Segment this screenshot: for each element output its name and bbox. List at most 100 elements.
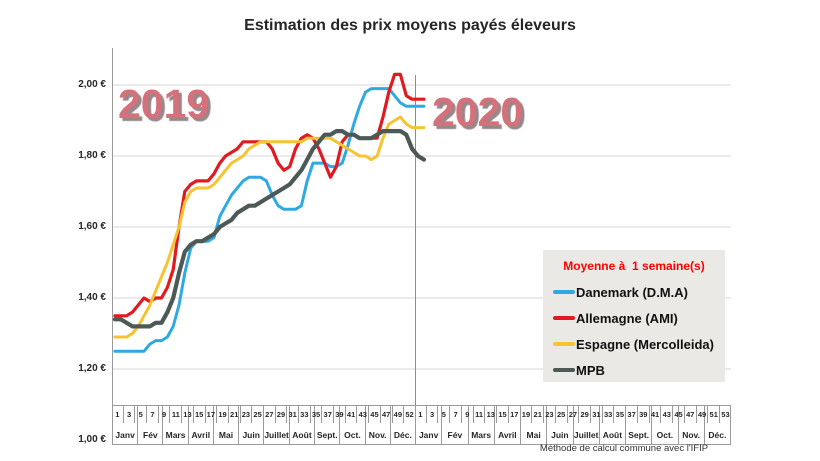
week-label: 31 [286,405,298,423]
week-label: 33 [298,405,310,423]
legend-items: Danemark (D.M.A) Allemagne (AMI) Espagne (… [543,284,725,378]
week-label: 39 [333,405,345,423]
legend-label: Danemark (D.M.A) [576,284,688,300]
week-label: 1 [418,409,423,419]
y-tick-label: 1,80 € [78,150,106,161]
week-label: 19 [216,405,228,423]
month-label: Mars [467,406,494,444]
month-label: Mai [212,406,238,444]
week-label: 3 [122,405,135,423]
legend-item: Danemark (D.M.A) [553,284,725,300]
week-label: 9 [157,405,170,423]
week-label: 37 [321,405,333,423]
month-label: Déc. [703,406,730,444]
month-label: Déc. [389,406,415,444]
y-tick-label: 2,00 € [78,79,106,90]
y-tick-label: 1,00 € [78,434,106,445]
year-label-2020: 2020 [432,89,524,135]
legend-title: Moyenne à 1 semaine(s) [563,259,705,273]
week-label: 49 [391,405,404,423]
week-label: 41 [648,405,661,423]
week-label: 3 [425,405,438,423]
week-label: 23 [543,405,555,423]
year-label-2019: 2019 [118,81,210,127]
week-label: 51 [707,405,719,423]
month-label: Mars [162,406,187,444]
legend-item: MPB [553,362,725,378]
x-axis-weeks-2019: 1 3 5 7 9 11 13 15 17 19 21 23 25 27 29 31 33 35 37 39 41 43 4… [112,405,415,423]
week-label: 19 [519,405,532,423]
week-label: 29 [274,405,287,423]
legend-swatch-icon [553,290,575,294]
y-tick-label: 1,60 € [78,221,106,232]
month-label: Oct. [651,406,677,444]
x-axis-weeks-2020: 1 3 5 7 9 11 13 15 17 19 21 23 25 27 29 31 33 35 37 39 41 43 4… [415,405,731,423]
legend: Moyenne à 1 semaine(s) Danemark (D.M.A) A… [543,250,725,382]
week-label: 5 [134,405,146,423]
week-label: 43 [660,405,672,423]
week-label: 17 [204,405,217,423]
week-label: 25 [251,405,263,423]
legend-label: Espagne (Mercolleida) [576,336,714,352]
week-label: 17 [507,405,520,423]
x-axis-months-2020: Janv Fév Mars Avril Mai Juin Juillet Août Sept. O… [415,405,731,445]
week-label: 35 [613,405,625,423]
week-label: 13 [181,405,193,423]
week-label: 31 [590,405,602,423]
series-line-danemark-d-m-a- [113,87,426,353]
month-label: Oct. [339,406,364,444]
month-label: Juin [238,406,263,444]
week-label: 35 [309,405,322,423]
week-label: 47 [683,405,696,423]
week-label: 7 [449,405,461,423]
month-label: Fév [137,406,162,444]
month-label: Fév [441,406,467,444]
week-label: 33 [601,405,614,423]
month-label: Nov. [364,406,390,444]
series-line-mpb [112,129,426,329]
month-label: Janv [418,430,439,440]
week-label: 11 [472,405,485,423]
month-label: Nov. [677,406,704,444]
month-label: Janv [115,430,135,440]
week-label: 52 [403,405,415,423]
month-label: Août [288,406,314,444]
legend-swatch-icon [553,342,575,346]
week-label: 47 [379,405,392,423]
month-label: Avril [187,406,213,444]
legend-label: Allemagne (AMI) [576,310,678,326]
week-label: 53 [719,405,731,423]
week-label: 5 [437,405,449,423]
y-tick-label: 1,20 € [78,363,106,374]
week-label: 45 [368,405,380,423]
week-label: 25 [554,405,567,423]
y-tick-label: 1,40 € [78,292,106,303]
week-label: 23 [239,405,252,423]
footnote: Méthode de calcul commune avec l'IFIP [539,443,709,454]
week-label: 15 [496,405,508,423]
week-label: 13 [484,405,496,423]
week-label: 21 [227,405,240,423]
legend-swatch-icon [553,316,575,320]
legend-label: MPB [576,362,605,378]
series-line-espagne-mercolleida- [113,115,426,339]
month-label: Mai [520,406,546,444]
week-label: 27 [262,405,275,423]
month-label: Juillet [572,406,599,444]
week-label: 1 [115,409,120,419]
month-label: Août [598,406,625,444]
legend-item: Allemagne (AMI) [553,310,725,326]
week-label: 37 [625,405,637,423]
legend-item: Espagne (Mercolleida) [553,336,725,352]
week-label: 21 [531,405,543,423]
week-label: 27 [566,405,579,423]
week-label: 15 [192,405,205,423]
week-label: 45 [672,405,684,423]
month-label: Sept. [314,406,339,444]
week-label: 39 [636,405,649,423]
month-label: Juillet [263,406,289,444]
week-label: 49 [695,405,708,423]
month-label: Juin [546,406,572,444]
